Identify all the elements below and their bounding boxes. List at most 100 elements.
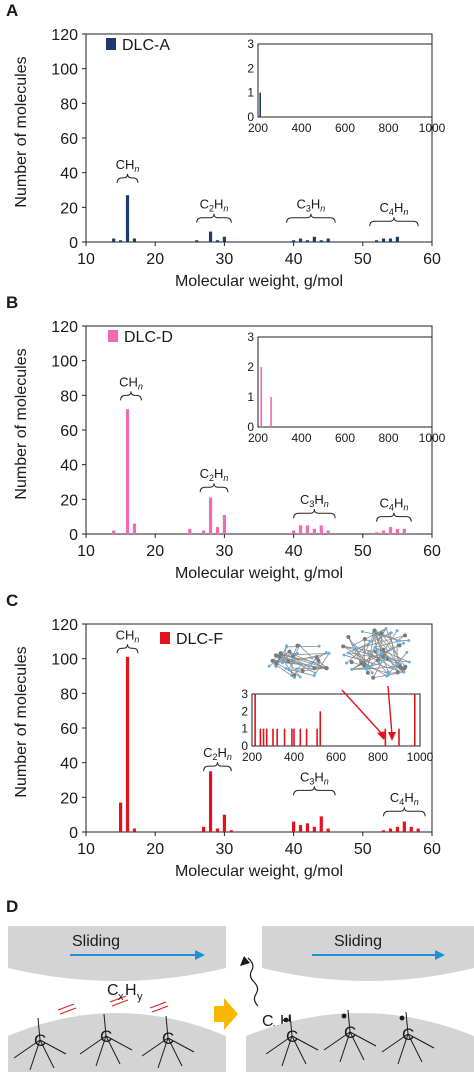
transition-arrow — [214, 998, 238, 1030]
group-brace — [383, 807, 426, 817]
right-slider-block — [262, 926, 474, 981]
svg-text:C: C — [107, 982, 119, 999]
atom-bond — [407, 1033, 423, 1063]
x-axis-label: Molecular weight, g/mol — [175, 565, 343, 582]
bar — [388, 238, 393, 242]
bar — [208, 497, 213, 534]
legend-swatch — [106, 38, 116, 50]
inset-y-tick-label: 1 — [247, 390, 254, 404]
bar — [305, 823, 310, 832]
molecule-bond — [381, 633, 406, 668]
y-axis-label: Number of molecules — [13, 348, 30, 499]
bar — [388, 527, 393, 534]
atom-bond — [349, 1031, 365, 1061]
molecule-atom — [286, 659, 291, 664]
molecule-atom — [379, 651, 383, 655]
x-tick-label: 10 — [77, 251, 95, 268]
group-label: C3Hn — [300, 769, 329, 786]
group-brace — [120, 391, 142, 401]
group-brace — [293, 786, 336, 796]
molecule-atom — [317, 644, 321, 648]
legend-label: DLC-F — [176, 631, 223, 648]
release-wavy-arrow — [247, 957, 259, 1007]
molecule-atom — [407, 638, 411, 642]
carbon-atom: C — [141, 1015, 195, 1069]
inset-frame — [257, 336, 433, 428]
molecule-atom — [317, 661, 321, 665]
bar — [222, 514, 226, 534]
molecule-bond — [313, 653, 330, 676]
molecule-atom — [285, 644, 289, 648]
group-brace — [116, 644, 139, 654]
bar — [222, 814, 226, 832]
y-tick-label: 120 — [51, 319, 78, 336]
x-tick-label: 60 — [423, 543, 441, 560]
bar — [112, 530, 116, 534]
molecule-images — [267, 626, 411, 741]
left-sliding-arrowhead — [195, 950, 205, 960]
y-axis-label: Number of molecules — [13, 56, 30, 207]
inset-y-tick-label: 3 — [241, 687, 248, 701]
y-tick-label: 0 — [69, 825, 78, 842]
carbon-atom: C — [79, 1013, 133, 1067]
group-brace — [286, 213, 336, 223]
atom-bond — [405, 1011, 409, 1035]
group-label: C4Hn — [390, 790, 419, 807]
carbon-atom: C — [381, 1011, 435, 1065]
molecule-atom — [280, 660, 284, 664]
atom-bond — [289, 1013, 293, 1037]
left-slider-block — [8, 926, 226, 981]
molecule-bond — [299, 645, 313, 659]
molecule-bond — [288, 645, 300, 670]
molecule-atom — [291, 657, 295, 661]
x-tick-label: 50 — [354, 841, 372, 858]
molecule-atom — [384, 626, 388, 630]
molecule-bond — [286, 645, 320, 648]
molecule-atom — [295, 667, 299, 671]
inset-x-tick-label: 600 — [335, 121, 355, 135]
molecule-atom — [389, 648, 393, 652]
panel-letter: B — [6, 293, 18, 312]
bar — [375, 240, 379, 242]
molecule-bond — [365, 633, 382, 670]
inset-x-tick-label: 1000 — [419, 431, 446, 445]
molecule-bond — [279, 653, 327, 669]
bar — [395, 528, 399, 534]
inset-x-tick-label: 400 — [284, 750, 304, 764]
molecule-atom — [316, 658, 321, 663]
y-tick-label: 0 — [69, 527, 78, 544]
y-tick-label: 120 — [51, 617, 78, 634]
molecule-atom — [287, 668, 291, 672]
bar — [292, 240, 296, 242]
molecule-atom — [327, 651, 331, 655]
x-tick-label: 10 — [77, 841, 95, 858]
molecule-atom — [397, 643, 402, 648]
bar — [312, 528, 316, 534]
y-tick-label: 20 — [60, 790, 78, 807]
broken-bond-mark — [149, 1001, 167, 1009]
inset-x-tick-label: 200 — [248, 431, 268, 445]
molecule-bond — [282, 652, 330, 664]
atom-bond — [13, 1039, 41, 1059]
molecule-bond — [281, 659, 302, 664]
molecule-atom — [278, 651, 283, 656]
x-tick-label: 20 — [146, 543, 164, 560]
molecule-bond — [279, 653, 295, 678]
bar — [326, 530, 330, 534]
radical-dot — [399, 1015, 405, 1021]
atom-bond — [165, 1015, 169, 1039]
molecule-atom — [362, 637, 367, 642]
molecule-bond — [287, 661, 301, 678]
right-sliding-arrowhead — [435, 950, 445, 960]
inset-x-tick-label: 200 — [242, 750, 262, 764]
inset-x-tick-label: 1000 — [407, 750, 434, 764]
bar — [208, 771, 213, 832]
molecule-atom — [367, 650, 371, 654]
molecule-bond — [291, 652, 327, 676]
molecule-atom — [267, 664, 271, 668]
molecule-atom — [372, 632, 376, 636]
molecule-atom — [290, 674, 294, 678]
atom-bond — [291, 1035, 307, 1065]
